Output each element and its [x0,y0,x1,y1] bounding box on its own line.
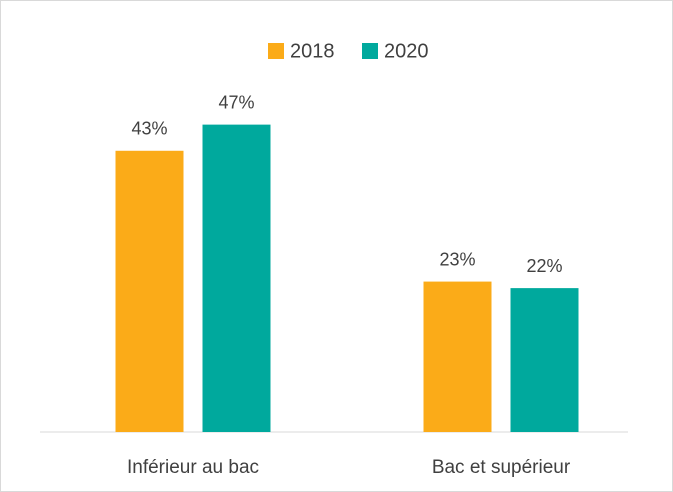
legend-label: 2018 [290,40,335,62]
bar [202,124,271,433]
x-tick-label: Bac et supérieur [432,457,571,478]
data-label: 22% [526,256,562,276]
x-tick-label: Inférieur au bac [127,457,259,478]
data-label: 43% [131,119,167,139]
legend-label: 2020 [384,40,429,62]
legend-swatch [268,43,284,59]
data-label: 23% [439,249,475,269]
data-label: 47% [218,92,254,112]
legend-swatch [362,43,378,59]
bar [115,150,184,432]
bar [423,281,492,432]
bar [510,288,579,432]
